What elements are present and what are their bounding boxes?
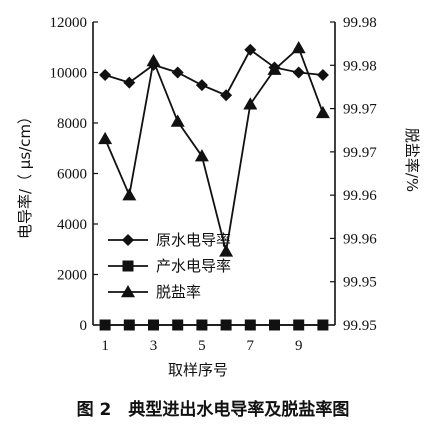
data-point-triangle [170,114,185,127]
data-point-square [172,319,184,331]
y-right-tick-label: 99.96 [343,188,377,204]
x-tick-label: 9 [295,338,303,354]
y-right-tick-label: 99.95 [343,275,377,291]
data-point-triangle [267,62,282,75]
series-line-3 [104,46,324,252]
y-left-tick-label: 2000 [57,268,87,284]
figure-caption: 图 2 典型进出水电导率及脱盐率图 [77,399,350,420]
data-point-triangle [219,244,234,257]
x-tick-label: 3 [150,338,158,354]
data-point-square [196,319,208,331]
data-point-square [220,319,232,331]
data-point-triangle [243,97,258,110]
data-point-triangle [122,188,137,201]
y-axis-left-label: 电导率/（ μs/cm） [16,109,34,239]
y-left-tick-label: 4000 [57,217,87,233]
data-point-triangle [291,40,306,54]
y-right-tick-label: 99.95 [343,318,377,334]
data-point-diamond [220,89,233,102]
legend-marker-square [122,260,134,272]
y-right-tick-label: 99.97 [343,102,377,118]
series-line-1 [104,48,323,97]
x-tick-label: 1 [101,338,109,354]
data-point-square [317,319,329,331]
y-right-tick-label: 99.96 [343,231,377,247]
legend-marker-triangle [121,285,135,298]
data-point-diamond [171,66,184,79]
y-left-tick-label: 6000 [57,167,87,183]
y-right-tick-label: 99.98 [343,15,377,31]
data-point-diamond [195,79,208,92]
y-left-tick-label: 10000 [50,66,88,82]
data-point-square [148,319,159,331]
y-right-tick-label: 99.97 [343,145,377,161]
axes-group: 0 2000 4000 6000 8000 10000 12000 99.95 99.95 99.… [50,15,378,354]
data-point-triangle [146,53,161,67]
legend-label: 原水电导率 [156,231,231,249]
series-group [98,40,330,331]
y-left-tick-label: 12000 [50,15,88,31]
data-point-triangle [315,105,330,119]
data-point-triangle [98,131,113,145]
x-tick-label: 7 [247,338,255,354]
data-point-triangle [194,149,209,162]
legend-marker-diamond [122,234,134,246]
y-right-tick-label: 99.98 [343,58,377,74]
data-point-diamond [292,66,305,79]
data-point-square [99,319,111,331]
data-point-square [123,319,135,331]
data-point-diamond [123,76,136,89]
y-left-tick-label: 8000 [57,116,87,132]
data-point-diamond [316,69,329,82]
legend-label: 脱盐率 [156,283,201,301]
x-axis-label: 取样序号 [168,361,228,379]
legend-label: 产水电导率 [156,257,231,275]
data-point-square [269,319,280,331]
data-point-square [293,319,305,331]
data-point-diamond [99,69,112,82]
data-point-diamond [244,43,257,56]
y-left-tick-label: 0 [80,318,88,334]
x-tick-label: 5 [198,338,206,354]
y-axis-right-label: 脱盐率/% [403,128,421,192]
data-point-square [244,319,256,331]
